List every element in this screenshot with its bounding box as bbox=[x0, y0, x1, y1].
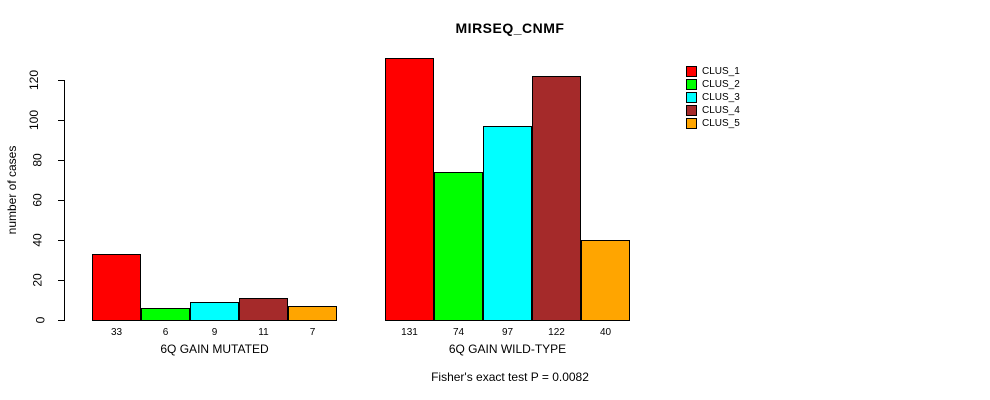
y-tick-label: 120 bbox=[26, 69, 41, 91]
y-tick-mark bbox=[58, 240, 65, 241]
y-tick-mark bbox=[58, 320, 65, 321]
bar-value-label: 97 bbox=[501, 327, 514, 338]
y-tick-mark bbox=[58, 80, 65, 81]
legend-label-clus_2: CLUS_2 bbox=[702, 79, 740, 90]
bar-clus_1-group2 bbox=[385, 58, 434, 321]
y-tick-mark bbox=[58, 120, 65, 121]
bar-value-label: 33 bbox=[110, 327, 123, 338]
y-tick-mark bbox=[58, 160, 65, 161]
x-category-label: 6Q GAIN MUTATED bbox=[160, 342, 269, 356]
bar-value-label: 74 bbox=[452, 327, 465, 338]
y-tick-label: 20 bbox=[30, 273, 45, 287]
chart-title: MIRSEQ_CNMF bbox=[455, 20, 565, 36]
bar-clus_3-group1 bbox=[190, 302, 239, 321]
bar-clus_2-group2 bbox=[434, 172, 483, 321]
x-category-label: 6Q GAIN WILD-TYPE bbox=[448, 342, 567, 356]
bar-clus_1-group1 bbox=[92, 254, 141, 321]
bar-clus_5-group1 bbox=[288, 306, 337, 321]
bar-clus_4-group2 bbox=[532, 76, 581, 321]
legend-swatch-clus_3 bbox=[686, 92, 697, 103]
bar-clus_2-group1 bbox=[141, 308, 190, 321]
bar-value-label: 6 bbox=[162, 327, 169, 338]
y-tick-label: 0 bbox=[33, 316, 48, 324]
legend-swatch-clus_2 bbox=[686, 79, 697, 90]
legend-label-clus_4: CLUS_4 bbox=[702, 105, 740, 116]
bar-clus_3-group2 bbox=[483, 126, 532, 321]
legend-label-clus_3: CLUS_3 bbox=[702, 92, 740, 103]
bar-clus_5-group2 bbox=[581, 240, 630, 321]
bar-clus_4-group1 bbox=[239, 298, 288, 321]
bar-value-label: 122 bbox=[548, 327, 565, 338]
bar-value-label: 11 bbox=[258, 327, 269, 338]
y-tick-label: 80 bbox=[30, 153, 45, 167]
bar-value-label: 40 bbox=[599, 327, 612, 338]
legend-swatch-clus_4 bbox=[686, 105, 697, 116]
y-axis-title: number of cases bbox=[5, 145, 19, 235]
y-tick-mark bbox=[58, 280, 65, 281]
bar-value-label: 9 bbox=[211, 327, 218, 338]
bar-value-label: 131 bbox=[401, 327, 418, 338]
y-tick-label: 100 bbox=[26, 109, 41, 131]
stat-annotation: Fisher's exact test P = 0.0082 bbox=[431, 370, 589, 384]
legend-label-clus_5: CLUS_5 bbox=[702, 118, 740, 129]
legend-swatch-clus_1 bbox=[686, 66, 697, 77]
legend-swatch-clus_5 bbox=[686, 118, 697, 129]
y-tick-label: 40 bbox=[30, 233, 45, 247]
legend-label-clus_1: CLUS_1 bbox=[702, 66, 740, 77]
bar-value-label: 7 bbox=[309, 327, 316, 338]
y-tick-mark bbox=[58, 200, 65, 201]
y-tick-label: 60 bbox=[30, 193, 45, 207]
